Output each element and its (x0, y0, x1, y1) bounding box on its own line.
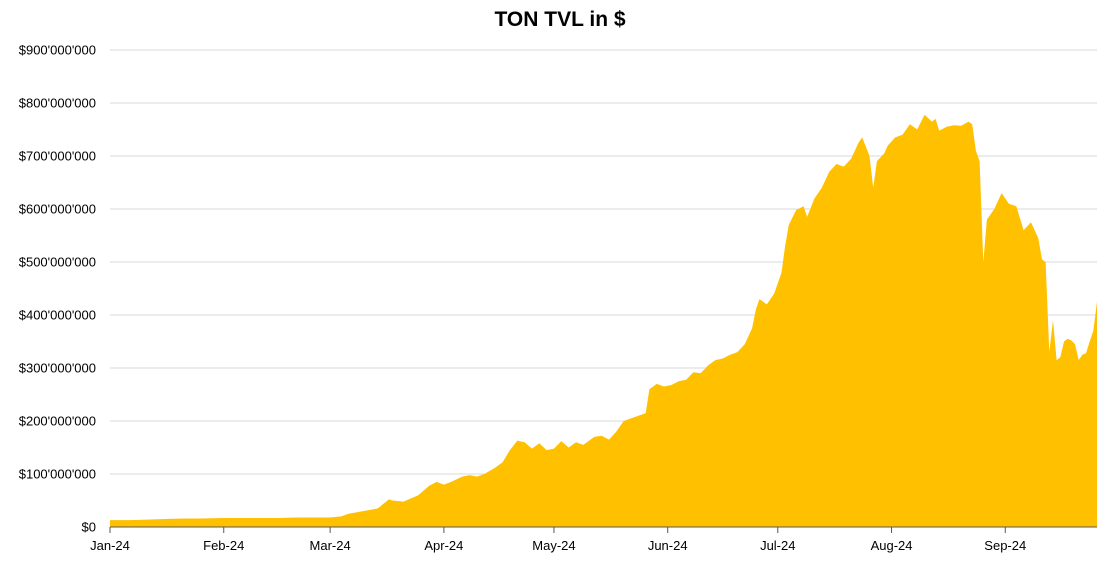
y-tick-label: $500'000'000 (19, 255, 96, 270)
x-tick-label: Mar-24 (310, 538, 351, 553)
y-tick-labels: $0 $100'000'000 $200'000'000 $300'000'000 $4… (19, 43, 96, 535)
x-tick-label: Jun-24 (648, 538, 688, 553)
x-tick-label: Sep-24 (984, 538, 1026, 553)
area-series (110, 114, 1097, 527)
y-tick-label: $700'000'000 (19, 149, 96, 164)
axes (109, 526, 1097, 533)
x-tick-label: May-24 (532, 538, 575, 553)
y-tick-label: $900'000'000 (19, 43, 96, 58)
x-tick-label: Feb-24 (203, 538, 244, 553)
y-tick-label: $300'000'000 (19, 361, 96, 376)
tvl-area (110, 114, 1097, 527)
y-tick-label: $0 (82, 520, 96, 535)
y-tick-label: $600'000'000 (19, 202, 96, 217)
y-tick-label: $100'000'000 (19, 467, 96, 482)
y-tick-label: $200'000'000 (19, 414, 96, 429)
x-tick-label: Aug-24 (871, 538, 913, 553)
x-tick-labels: Jan-24 Feb-24 Mar-24 Apr-24 May-24 Jun-24 Jul-… (90, 538, 1026, 553)
y-tick-label: $400'000'000 (19, 308, 96, 323)
x-tick-label: Jan-24 (90, 538, 130, 553)
x-tick-label: Jul-24 (760, 538, 795, 553)
x-tick-label: Apr-24 (424, 538, 463, 553)
y-tick-label: $800'000'000 (19, 96, 96, 111)
chart-title: TON TVL in $ (494, 8, 626, 31)
